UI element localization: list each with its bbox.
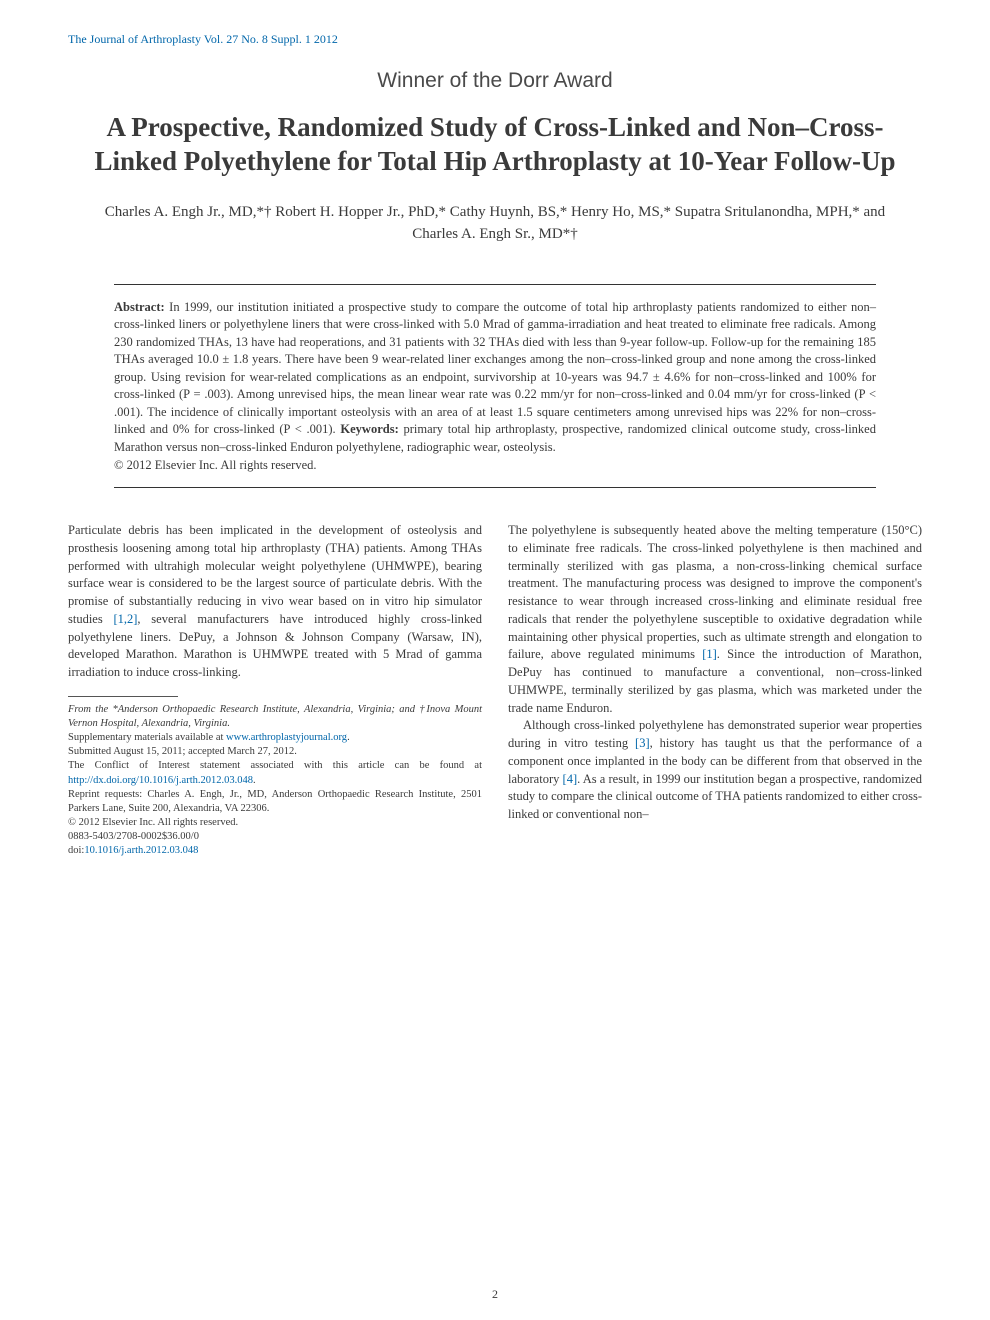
supplementary-link[interactable]: www.arthroplastyjournal.org bbox=[226, 732, 347, 743]
supplementary-note: Supplementary materials available at www… bbox=[68, 731, 482, 745]
footnotes: From the *Anderson Orthopaedic Research … bbox=[68, 703, 482, 859]
citation-link[interactable]: [1,2] bbox=[113, 612, 137, 626]
abstract-box: Abstract: In 1999, our institution initi… bbox=[114, 284, 876, 489]
doi-note: doi:10.1016/j.arth.2012.03.048 bbox=[68, 844, 482, 858]
copyright-note: © 2012 Elsevier Inc. All rights reserved… bbox=[68, 816, 482, 830]
body-paragraph: Particulate debris has been implicated i… bbox=[68, 522, 482, 682]
author-list: Charles A. Engh Jr., MD,*† Robert H. Hop… bbox=[68, 201, 922, 246]
reprint-note: Reprint requests: Charles A. Engh, Jr., … bbox=[68, 788, 482, 816]
footnote-text: . bbox=[253, 775, 256, 786]
citation-link[interactable]: [3] bbox=[635, 736, 650, 750]
affiliation-note: From the *Anderson Orthopaedic Research … bbox=[68, 703, 482, 731]
footnote-text: doi: bbox=[68, 845, 84, 856]
coi-link[interactable]: http://dx.doi.org/10.1016/j.arth.2012.03… bbox=[68, 775, 253, 786]
footnote-text: . bbox=[347, 732, 350, 743]
body-paragraph: Although cross-linked polyethylene has d… bbox=[508, 717, 922, 824]
abstract-copyright: © 2012 Elsevier Inc. All rights reserved… bbox=[114, 458, 876, 473]
footnote-text: Supplementary materials available at bbox=[68, 732, 226, 743]
citation-link[interactable]: [1] bbox=[702, 647, 717, 661]
citation-link[interactable]: [4] bbox=[563, 772, 578, 786]
abstract-body: In 1999, our institution initiated a pro… bbox=[114, 300, 876, 437]
abstract-text: Abstract: In 1999, our institution initi… bbox=[114, 299, 876, 457]
doi-link[interactable]: 10.1016/j.arth.2012.03.048 bbox=[84, 845, 198, 856]
body-text: Particulate debris has been implicated i… bbox=[68, 523, 482, 626]
body-columns: Particulate debris has been implicated i… bbox=[68, 522, 922, 859]
footnote-rule bbox=[68, 696, 178, 697]
column-left: Particulate debris has been implicated i… bbox=[68, 522, 482, 859]
award-line: Winner of the Dorr Award bbox=[68, 69, 922, 93]
keywords-label: Keywords: bbox=[340, 422, 398, 436]
footnote-text: The Conflict of Interest statement assoc… bbox=[68, 760, 482, 771]
column-right: The polyethylene is subsequently heated … bbox=[508, 522, 922, 859]
body-text: The polyethylene is subsequently heated … bbox=[508, 523, 922, 661]
journal-header: The Journal of Arthroplasty Vol. 27 No. … bbox=[68, 32, 922, 47]
body-paragraph: The polyethylene is subsequently heated … bbox=[508, 522, 922, 717]
submitted-note: Submitted August 15, 2011; accepted Marc… bbox=[68, 745, 482, 759]
issn-note: 0883-5403/2708-0002$36.00/0 bbox=[68, 830, 482, 844]
abstract-label: Abstract: bbox=[114, 300, 165, 314]
article-title: A Prospective, Randomized Study of Cross… bbox=[78, 111, 912, 179]
page-number: 2 bbox=[492, 1287, 498, 1302]
coi-note: The Conflict of Interest statement assoc… bbox=[68, 759, 482, 787]
